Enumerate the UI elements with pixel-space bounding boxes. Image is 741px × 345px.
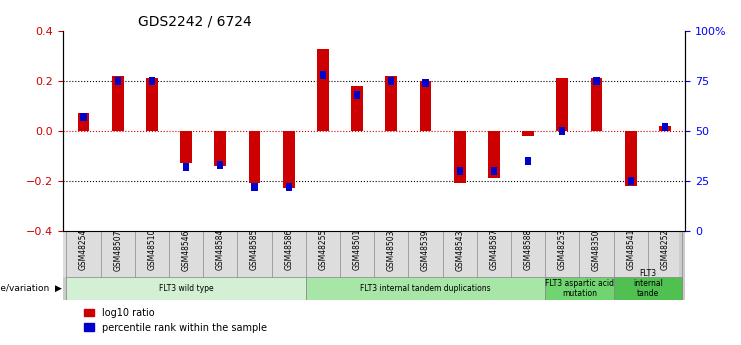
Text: FLT3
internal
tande
m dupli: FLT3 internal tande m dupli [633, 269, 662, 309]
Bar [422, 79, 428, 87]
Bar [594, 77, 599, 85]
Bar [317, 49, 329, 131]
Bar [625, 131, 637, 186]
Bar [388, 77, 394, 85]
Text: FLT3 aspartic acid
mutation: FLT3 aspartic acid mutation [545, 279, 614, 298]
Text: FLT3 internal tandem duplications: FLT3 internal tandem duplications [360, 284, 491, 293]
Bar [522, 131, 534, 136]
Bar [81, 113, 87, 121]
Bar [180, 131, 192, 163]
Bar [251, 183, 258, 191]
Bar [556, 78, 568, 131]
Bar [545, 277, 614, 300]
Bar [320, 71, 326, 79]
Bar [248, 131, 261, 183]
Bar [354, 91, 360, 99]
Bar [614, 277, 682, 300]
Bar [453, 131, 465, 183]
Bar [385, 76, 397, 131]
Bar [659, 126, 671, 131]
Bar [112, 76, 124, 131]
Bar [456, 167, 463, 175]
Bar [63, 230, 679, 277]
Bar [351, 86, 363, 131]
Bar [146, 78, 158, 131]
Text: genotype/variation  ▶: genotype/variation ▶ [0, 284, 62, 293]
Bar [183, 163, 189, 171]
Bar [283, 131, 295, 188]
Bar [78, 113, 90, 131]
Bar [115, 77, 121, 85]
Bar [662, 123, 668, 131]
Bar [285, 183, 292, 191]
Text: GDS2242 / 6724: GDS2242 / 6724 [138, 14, 251, 29]
Bar [214, 131, 226, 166]
Legend: log10 ratio, percentile rank within the sample: log10 ratio, percentile rank within the … [80, 304, 270, 336]
Bar [525, 157, 531, 165]
Bar [67, 277, 306, 300]
Bar [559, 127, 565, 135]
Bar [591, 78, 602, 131]
Bar [217, 161, 223, 169]
Bar [491, 167, 497, 175]
Bar [306, 277, 545, 300]
Bar [149, 77, 155, 85]
Text: FLT3 wild type: FLT3 wild type [159, 284, 213, 293]
Bar [419, 81, 431, 131]
Bar [488, 131, 500, 178]
Bar [628, 177, 634, 185]
